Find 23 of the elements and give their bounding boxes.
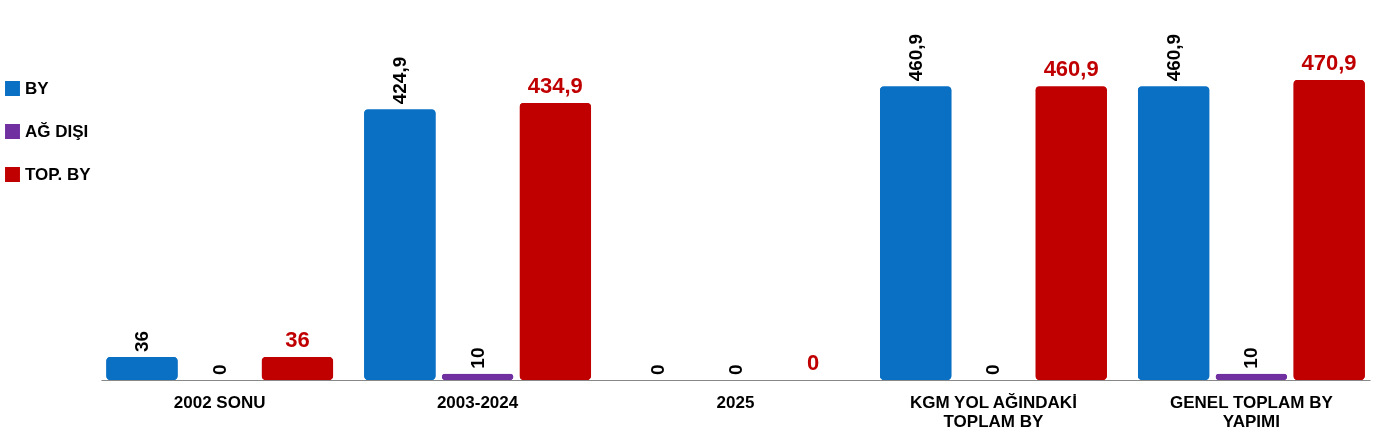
data-label: 0 [724, 364, 746, 375]
legend-label: TOP. BY [25, 164, 92, 184]
legend-label: AĞ DIŞI [25, 121, 89, 141]
data-label: 470,9 [1301, 50, 1357, 75]
data-label: 36 [130, 330, 152, 353]
legend-label: BY [25, 78, 50, 98]
data-label: 0 [807, 350, 820, 375]
data-label: 460,9 [904, 33, 926, 82]
x-tick-label: KGM YOL AĞINDAKİ TOPLAM BY [909, 392, 1077, 431]
data-label: 460,9 [1162, 33, 1184, 82]
data-label: 10 [466, 347, 488, 369]
data-label: 460,9 [1043, 56, 1099, 82]
data-label: 0 [982, 364, 1004, 375]
data-label: 0 [646, 364, 668, 375]
data-label: 10 [1240, 347, 1262, 369]
x-tick-label: GENEL TOPLAM BY YAPIMI [1169, 392, 1334, 431]
x-tick-label: 2002 SONU [173, 392, 266, 412]
x-tick-label: 2025 [716, 392, 755, 412]
data-label: 424,9 [388, 56, 410, 105]
data-label: 36 [285, 327, 310, 353]
data-label: 0 [208, 364, 230, 375]
data-label: 434,9 [527, 72, 583, 98]
x-tick-label: 2003-2024 [436, 392, 519, 412]
